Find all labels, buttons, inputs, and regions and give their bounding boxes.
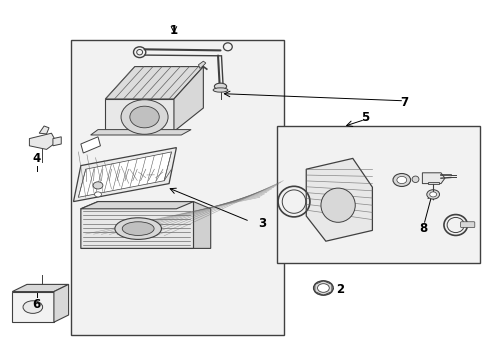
Ellipse shape xyxy=(23,301,43,313)
Polygon shape xyxy=(74,148,176,202)
Circle shape xyxy=(121,100,168,134)
Text: 7: 7 xyxy=(400,96,408,109)
FancyBboxPatch shape xyxy=(461,222,475,228)
Ellipse shape xyxy=(215,83,226,90)
Ellipse shape xyxy=(321,188,355,222)
Polygon shape xyxy=(78,152,172,197)
Polygon shape xyxy=(198,61,206,68)
Polygon shape xyxy=(81,202,194,209)
Polygon shape xyxy=(12,292,54,322)
Polygon shape xyxy=(428,182,439,184)
FancyBboxPatch shape xyxy=(71,40,284,335)
Circle shape xyxy=(130,106,159,128)
Polygon shape xyxy=(81,202,194,248)
Circle shape xyxy=(427,190,440,199)
Polygon shape xyxy=(53,137,61,146)
Polygon shape xyxy=(422,173,445,184)
Ellipse shape xyxy=(412,176,419,183)
Circle shape xyxy=(314,281,333,295)
Text: 8: 8 xyxy=(420,222,428,235)
Polygon shape xyxy=(39,126,49,134)
Circle shape xyxy=(93,182,103,189)
Text: 3: 3 xyxy=(258,217,266,230)
Circle shape xyxy=(397,176,407,184)
Text: 2: 2 xyxy=(337,283,344,296)
FancyBboxPatch shape xyxy=(277,126,480,263)
Polygon shape xyxy=(91,130,191,135)
Polygon shape xyxy=(306,158,372,241)
Circle shape xyxy=(318,284,329,292)
Ellipse shape xyxy=(115,218,162,239)
Polygon shape xyxy=(105,99,174,131)
Ellipse shape xyxy=(213,88,228,92)
Polygon shape xyxy=(54,284,69,322)
Polygon shape xyxy=(29,133,56,149)
Polygon shape xyxy=(105,67,203,99)
Polygon shape xyxy=(194,202,211,248)
Text: 5: 5 xyxy=(361,111,369,123)
Polygon shape xyxy=(174,67,203,131)
Polygon shape xyxy=(12,284,69,292)
Ellipse shape xyxy=(122,222,154,235)
Text: 1: 1 xyxy=(170,24,178,37)
Circle shape xyxy=(95,192,101,197)
Circle shape xyxy=(393,174,411,186)
Circle shape xyxy=(430,192,437,197)
Text: 6: 6 xyxy=(33,298,41,311)
Polygon shape xyxy=(81,137,100,153)
Text: 4: 4 xyxy=(33,152,41,165)
